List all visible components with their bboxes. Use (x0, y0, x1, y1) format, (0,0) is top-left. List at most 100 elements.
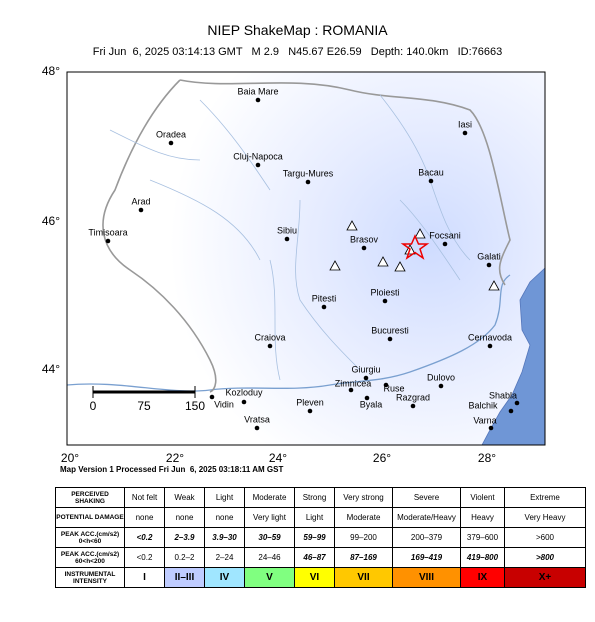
place-label: Cluj-Napoca (233, 151, 283, 161)
legend-cell: VIII (392, 567, 461, 588)
legend-cell: 2–3.9 (164, 527, 205, 548)
place-dot (488, 425, 494, 431)
lat-label: 46° (42, 214, 60, 228)
place-dot (209, 394, 215, 400)
legend-cell: Moderate (244, 487, 295, 508)
map: 48° 46° 44° 20° 22° 24° 26° 28° 0 75 150 Baia Mare O… (42, 64, 546, 465)
scale-label: 0 (90, 399, 97, 413)
place-dot (383, 382, 389, 388)
lon-label: 22° (166, 451, 184, 465)
place-dot (305, 179, 311, 185)
legend-cell: Severe (392, 487, 461, 508)
place-dot (382, 298, 388, 304)
lat-label: 48° (42, 64, 60, 78)
place-label: Ploiesti (370, 287, 399, 297)
legend-row-header: PEAK ACC.(cm/s2) 60<h<200 (55, 547, 125, 568)
legend-cell: 87–169 (334, 547, 393, 568)
legend-row-header: PERCEIVED SHAKING (55, 487, 125, 508)
place-dot (387, 336, 393, 342)
legend-cell: 46–87 (294, 547, 335, 568)
place-dot (442, 241, 448, 247)
place-label: Pleven (296, 397, 324, 407)
legend-cell: IV (204, 567, 245, 588)
place-label: Vratsa (244, 414, 270, 424)
place-label: Bacau (418, 167, 444, 177)
place-label: Baia Mare (237, 86, 278, 96)
place-label: Oradea (156, 129, 186, 139)
place-dot (284, 236, 290, 242)
legend-cell: 99–200 (334, 527, 393, 548)
legend-table: PERCEIVED SHAKING Not felt Weak Light Modera… (55, 487, 586, 588)
legend-cell: Very Heavy (504, 507, 586, 528)
place-label: Balchik (468, 400, 498, 410)
legend-cell: none (124, 507, 165, 528)
legend-cell: 24–46 (244, 547, 295, 568)
legend-cell: Weak (164, 487, 205, 508)
place-dot (410, 403, 416, 409)
place-label: Arad (131, 196, 150, 206)
legend-cell: Moderate (334, 507, 393, 528)
place-dot (486, 262, 492, 268)
legend-cell: 419–800 (460, 547, 505, 568)
place-label: Vidin (214, 399, 234, 409)
place-label: Ruse (383, 383, 404, 393)
legend-row-header: POTENTIAL DAMAGE (55, 507, 125, 528)
legend-cell: <0.2 (124, 547, 165, 568)
legend-cell: 3.9–30 (204, 527, 245, 548)
lon-label: 26° (373, 451, 391, 465)
legend-cell: Strong (294, 487, 335, 508)
place-dot (138, 207, 144, 213)
legend-row-header: INSTRUMENTAL INTENSITY (55, 567, 125, 588)
place-dot (462, 130, 468, 136)
place-label: Timisoara (88, 227, 127, 237)
lat-label: 44° (42, 362, 60, 376)
legend-cell: 169–419 (392, 547, 461, 568)
place-label: Giurgiu (351, 364, 380, 374)
place-dot (105, 238, 111, 244)
scale-label: 75 (137, 399, 151, 413)
place-label: Varna (473, 415, 496, 425)
legend-cell: Heavy (460, 507, 505, 528)
legend-row-header: PEAK ACC.(cm/s2) 0<h<60 (55, 527, 125, 548)
subtitle: Fri Jun 6, 2025 03:14:13 GMT M 2.9 N45.6… (92, 46, 503, 58)
place-dot (307, 408, 313, 414)
legend-cell: X+ (504, 567, 586, 588)
legend-cell: 2–24 (204, 547, 245, 568)
place-dot (361, 245, 367, 251)
place-dot (438, 383, 444, 389)
place-label: Bucuresti (371, 325, 409, 335)
place-dot (267, 343, 273, 349)
place-label: Shabla (489, 390, 517, 400)
legend-cell: Light (204, 487, 245, 508)
place-dot (255, 97, 261, 103)
place-dot (254, 425, 260, 431)
title: NIEP ShakeMap : ROMANIA (207, 22, 388, 38)
footer: Map Version 1 Processed Fri Jun 6, 2025 … (60, 465, 284, 474)
place-dot (508, 408, 514, 414)
place-label: Brasov (350, 234, 379, 244)
legend-cell: none (204, 507, 245, 528)
place-label: Targu-Mures (283, 168, 334, 178)
place-dot (348, 387, 354, 393)
lon-label: 20° (61, 451, 79, 465)
epicenter (400, 234, 430, 260)
place-label: Focsani (429, 230, 461, 240)
place-dot (514, 400, 520, 406)
legend-cell: IX (460, 567, 505, 588)
legend-cell: 200–379 (392, 527, 461, 548)
legend-cell: V (244, 567, 295, 588)
place-label: Sibiu (277, 225, 297, 235)
scale-label: 150 (185, 399, 205, 413)
legend-cell: Very light (244, 507, 295, 528)
place-dot (487, 343, 493, 349)
legend-cell: 0.2–2 (164, 547, 205, 568)
place-label: Dulovo (427, 372, 455, 382)
legend-cell: I (124, 567, 165, 588)
legend-cell: 379–600 (460, 527, 505, 548)
place-dot (168, 140, 174, 146)
place-label: Razgrad (396, 392, 430, 402)
legend-cell: Very strong (334, 487, 393, 508)
lon-label: 28° (478, 451, 496, 465)
legend-cell: VI (294, 567, 335, 588)
